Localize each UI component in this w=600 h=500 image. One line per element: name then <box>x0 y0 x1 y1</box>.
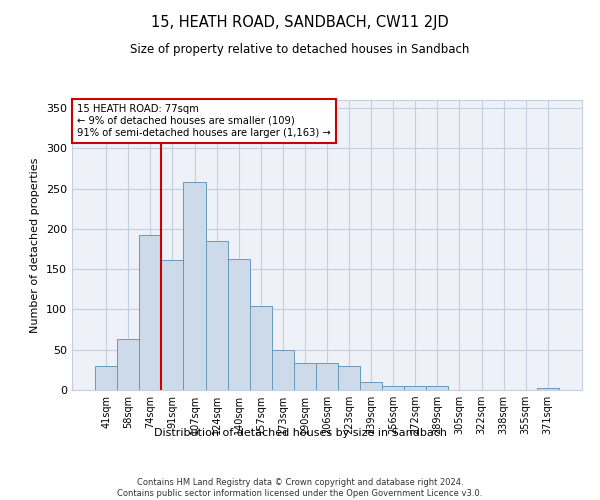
Text: 15 HEATH ROAD: 77sqm
← 9% of detached houses are smaller (109)
91% of semi-detac: 15 HEATH ROAD: 77sqm ← 9% of detached ho… <box>77 104 331 138</box>
Bar <box>338 366 360 390</box>
Text: Size of property relative to detached houses in Sandbach: Size of property relative to detached ho… <box>130 42 470 56</box>
Bar <box>139 234 161 390</box>
Bar <box>184 182 206 390</box>
Bar <box>250 306 272 390</box>
Bar <box>227 258 250 390</box>
Bar <box>427 386 448 390</box>
Bar <box>95 366 117 390</box>
Bar <box>316 364 338 390</box>
Text: Contains HM Land Registry data © Crown copyright and database right 2024.
Contai: Contains HM Land Registry data © Crown c… <box>118 478 482 498</box>
Bar <box>206 241 227 390</box>
Text: 15, HEATH ROAD, SANDBACH, CW11 2JD: 15, HEATH ROAD, SANDBACH, CW11 2JD <box>151 15 449 30</box>
Bar <box>117 339 139 390</box>
Bar <box>161 260 184 390</box>
Y-axis label: Number of detached properties: Number of detached properties <box>31 158 40 332</box>
Bar <box>382 386 404 390</box>
Bar <box>360 382 382 390</box>
Text: Distribution of detached houses by size in Sandbach: Distribution of detached houses by size … <box>154 428 446 438</box>
Bar <box>537 388 559 390</box>
Bar <box>404 386 427 390</box>
Bar <box>294 364 316 390</box>
Bar <box>272 350 294 390</box>
